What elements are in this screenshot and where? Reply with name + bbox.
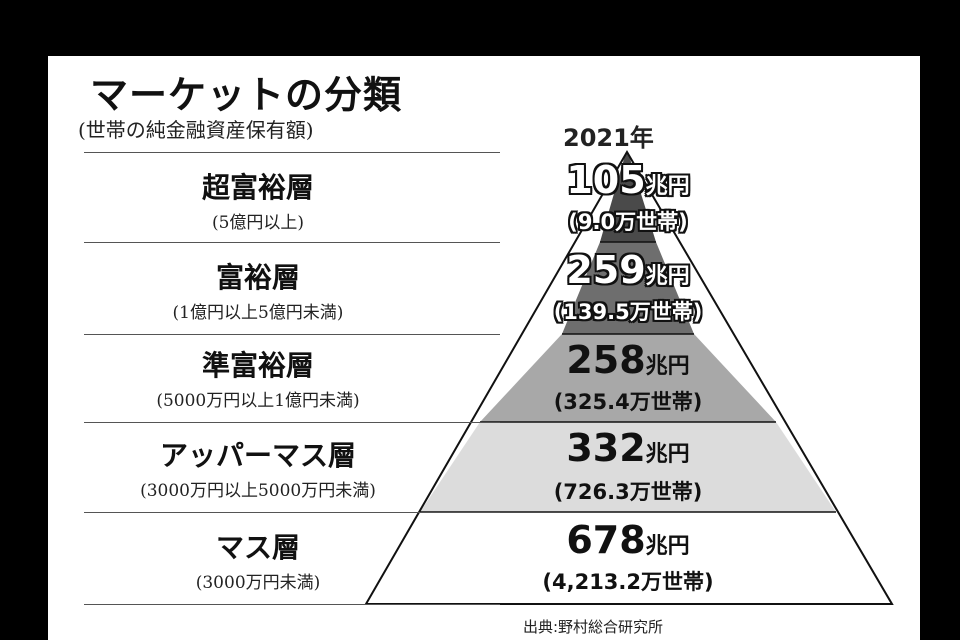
tier-amount: 259兆円 xyxy=(488,248,768,292)
pyramid-tier-2 xyxy=(562,242,694,334)
tier-range: (5000万円以上1億円未満) xyxy=(156,391,360,411)
tier-amount: 332兆円 xyxy=(488,426,768,470)
diagram-title: マーケットの分類 xyxy=(90,73,403,117)
year-label: 2021年 xyxy=(563,124,654,152)
tier-amount: 105兆円 xyxy=(488,158,768,202)
pyramid-tier-5 xyxy=(366,512,892,604)
diagram-subtitle: (世帯の純金融資産保有額) xyxy=(78,118,314,142)
tier-households: (4,213.2万世帯) xyxy=(542,570,714,594)
pyramid-tier-3 xyxy=(480,334,776,422)
amount-unit: 兆円 xyxy=(645,442,690,467)
divider-line xyxy=(84,152,500,153)
tier-households: (726.3万世帯) xyxy=(553,480,703,504)
tier-range: (1億円以上5億円未満) xyxy=(172,303,344,323)
amount-value: 258 xyxy=(566,338,646,382)
divider-line xyxy=(84,604,500,605)
pyramid-chart xyxy=(364,150,894,605)
amount-unit: 兆円 xyxy=(645,174,690,199)
divider-line xyxy=(84,512,500,513)
tier-name: マス層 xyxy=(215,531,300,564)
amount-value: 259 xyxy=(566,248,646,292)
tier-amount: 258兆円 xyxy=(488,338,768,382)
divider-line xyxy=(84,242,500,243)
pyramid-tier-4 xyxy=(420,422,836,512)
tier-amount: 678兆円 xyxy=(488,518,768,562)
tier-name: 富裕層 xyxy=(215,261,300,294)
tier-range: (3000万円以上5000万円未満) xyxy=(140,481,376,501)
tier-range: (3000万円未満) xyxy=(195,573,321,593)
divider-line xyxy=(84,334,500,335)
amount-value: 332 xyxy=(566,426,646,470)
tier-households: (325.4万世帯) xyxy=(553,390,703,414)
divider-line xyxy=(84,422,500,423)
tier-households: (139.5万世帯) xyxy=(553,300,703,324)
tier-range: (5億円以上) xyxy=(211,213,305,233)
pyramid-tier-1 xyxy=(600,152,656,242)
amount-unit: 兆円 xyxy=(645,354,690,379)
amount-value: 678 xyxy=(566,518,646,562)
pyramid-outline xyxy=(364,150,894,605)
amount-unit: 兆円 xyxy=(645,534,690,559)
tier-name: アッパーマス層 xyxy=(159,439,356,472)
amount-unit: 兆円 xyxy=(645,264,690,289)
source-credit: 出典:野村総合研究所 xyxy=(523,618,664,636)
diagram-panel: マーケットの分類 (世帯の純金融資産保有額) 2021年 超富裕層 (5億円以上… xyxy=(48,56,920,640)
amount-value: 105 xyxy=(566,158,646,202)
tier-households: (9.0万世帯) xyxy=(568,210,688,234)
tier-name: 超富裕層 xyxy=(201,171,314,204)
tier-name: 準富裕層 xyxy=(201,349,314,382)
